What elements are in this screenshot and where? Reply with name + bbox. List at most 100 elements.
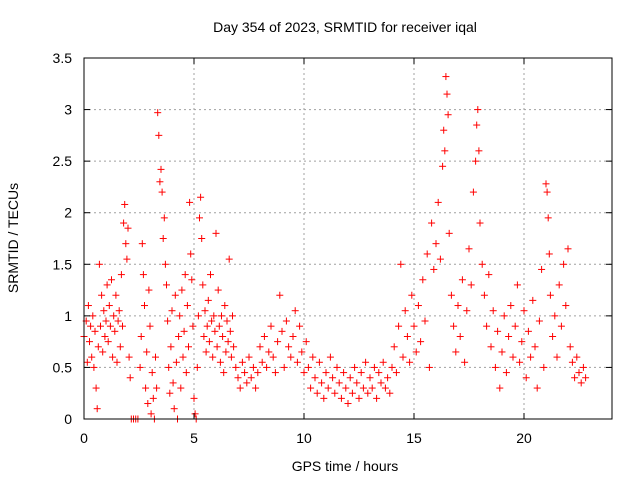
data-point	[538, 265, 546, 273]
data-point	[139, 271, 147, 279]
data-point	[560, 260, 568, 268]
data-point	[148, 369, 156, 377]
data-point	[106, 322, 114, 330]
data-point	[260, 332, 268, 340]
data-point	[322, 369, 330, 377]
data-point	[474, 106, 482, 114]
data-point	[265, 348, 273, 356]
data-point	[220, 369, 228, 377]
y-tick-label: 2.5	[53, 153, 73, 169]
data-point	[219, 332, 227, 340]
data-point	[210, 312, 218, 320]
data-point	[108, 276, 115, 284]
data-point	[377, 379, 385, 387]
data-point	[518, 338, 526, 346]
data-point	[582, 374, 590, 382]
data-point	[224, 338, 232, 346]
data-point	[214, 286, 222, 294]
data-point	[198, 235, 206, 242]
data-point	[500, 312, 508, 320]
data-point	[164, 317, 172, 325]
data-point	[320, 394, 328, 402]
data-point	[403, 332, 411, 340]
data-point	[527, 353, 535, 361]
data-point	[353, 379, 361, 387]
data-point	[456, 332, 464, 340]
data-point	[379, 358, 387, 366]
data-point	[185, 343, 192, 351]
x-tick-label: 0	[80, 430, 88, 446]
data-point	[511, 322, 519, 330]
data-point	[119, 322, 126, 330]
data-point	[263, 363, 271, 371]
data-point	[408, 291, 416, 299]
data-point	[183, 302, 191, 310]
data-point	[91, 327, 99, 335]
data-point	[390, 343, 398, 351]
data-point	[93, 405, 101, 413]
data-point	[496, 384, 504, 392]
data-point	[368, 384, 376, 392]
data-point	[121, 200, 129, 208]
data-point	[124, 224, 132, 232]
data-point	[535, 317, 543, 325]
data-point	[256, 343, 264, 351]
y-tick-label: 2	[64, 205, 72, 221]
data-point	[176, 312, 184, 320]
data-point	[89, 312, 97, 320]
data-point	[291, 307, 299, 315]
data-point	[156, 178, 164, 186]
data-point	[245, 353, 253, 361]
data-point	[154, 109, 162, 117]
data-point	[211, 327, 219, 335]
data-point	[84, 302, 92, 310]
data-point	[112, 291, 120, 299]
data-point	[342, 384, 350, 392]
data-point	[90, 363, 98, 371]
data-point	[274, 338, 282, 346]
data-point	[196, 214, 203, 222]
data-point	[111, 327, 119, 335]
data-point	[222, 348, 230, 356]
data-point	[489, 307, 497, 315]
data-point	[454, 302, 462, 310]
y-tick-labels: 0 0.5 1 1.5 2 2.5 3 3.5	[53, 50, 73, 427]
data-point	[392, 369, 400, 377]
data-point	[520, 307, 528, 315]
data-point	[202, 348, 210, 356]
data-point	[381, 384, 389, 392]
data-point	[410, 322, 418, 330]
data-point	[205, 338, 213, 346]
data-point	[230, 343, 238, 351]
data-point	[546, 291, 554, 299]
data-point	[98, 291, 106, 299]
data-point	[469, 188, 477, 196]
data-point	[419, 276, 427, 284]
data-point	[125, 353, 133, 361]
data-point	[201, 307, 209, 315]
data-point	[114, 317, 122, 325]
data-point	[197, 193, 205, 201]
data-point	[293, 358, 301, 366]
data-point	[99, 348, 107, 356]
data-point	[417, 338, 425, 346]
x-tick-label: 5	[190, 430, 198, 446]
data-point	[344, 400, 352, 408]
data-point	[175, 332, 183, 340]
data-point	[478, 260, 486, 268]
data-point	[549, 332, 557, 340]
data-point	[531, 343, 539, 351]
data-point	[524, 327, 532, 335]
data-point	[388, 363, 396, 371]
data-point	[92, 384, 100, 392]
data-point	[152, 353, 159, 361]
data-point	[442, 73, 450, 81]
data-point	[122, 240, 130, 248]
data-point	[170, 405, 178, 413]
y-tick-label: 3	[64, 102, 72, 118]
data-point	[414, 302, 422, 310]
data-point	[335, 379, 343, 387]
data-point	[483, 322, 491, 330]
data-point	[302, 338, 310, 346]
